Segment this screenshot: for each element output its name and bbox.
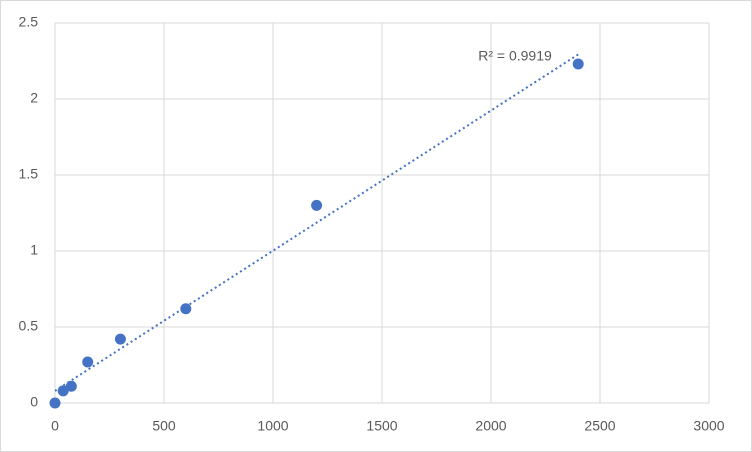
r-squared-annotation: R² = 0.9919: [478, 48, 552, 64]
trendline: [54, 53, 579, 392]
x-tick-label: 500: [152, 418, 176, 434]
y-tick-label: 0: [30, 394, 38, 410]
x-tick-label: 2500: [584, 418, 615, 434]
x-tick-label: 0: [51, 418, 59, 434]
data-point: [57, 385, 69, 397]
x-tick-label: 1000: [257, 418, 288, 434]
data-point: [65, 380, 77, 392]
x-tick-label: 2000: [475, 418, 506, 434]
y-tick-label: 2: [30, 90, 38, 106]
data-point: [180, 303, 192, 315]
data-point: [311, 199, 323, 211]
y-tick-label: 2.5: [19, 14, 39, 30]
y-tick-label: 0.5: [19, 318, 39, 334]
x-tick-label: 1500: [366, 418, 397, 434]
y-tick-label: 1.5: [19, 166, 39, 182]
y-tick-label: 1: [30, 242, 38, 258]
data-point: [82, 356, 94, 368]
x-tick-label: 3000: [693, 418, 724, 434]
data-point: [572, 58, 584, 70]
data-point: [114, 333, 126, 345]
data-point: [49, 397, 61, 409]
